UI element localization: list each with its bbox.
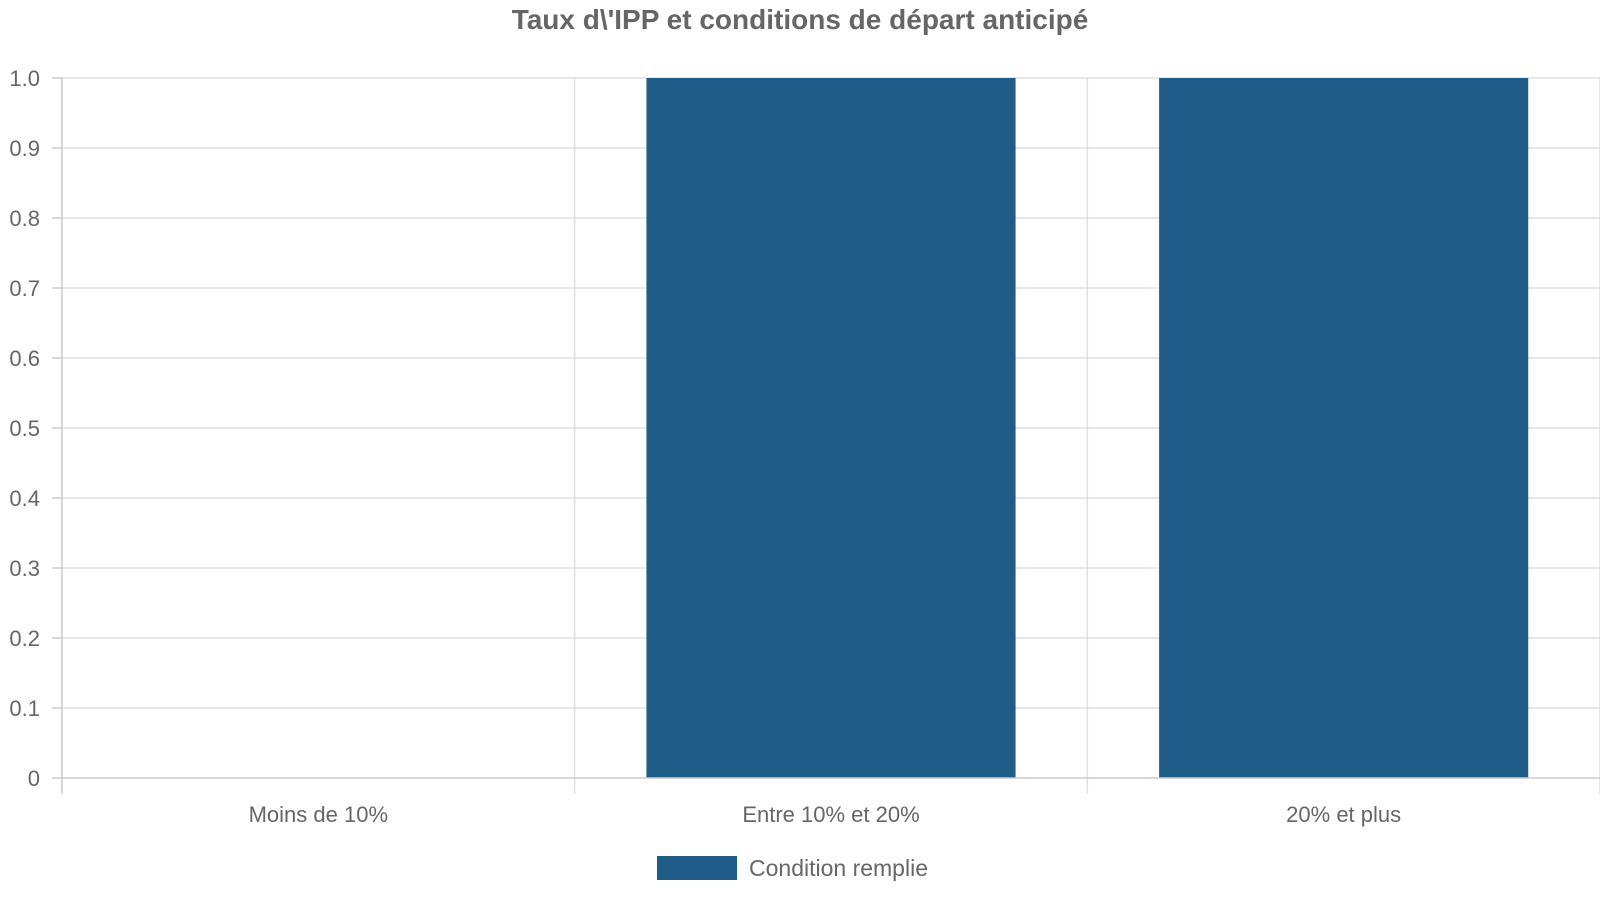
legend-swatch[interactable] xyxy=(657,856,737,880)
chart-title: Taux d\'IPP et conditions de départ anti… xyxy=(512,4,1089,35)
y-tick-label: 0 xyxy=(28,766,40,791)
bars xyxy=(646,78,1529,778)
y-tick-label: 0.7 xyxy=(9,276,40,301)
y-tick-label: 0.3 xyxy=(9,556,40,581)
y-tick-label: 0.2 xyxy=(9,626,40,651)
legend[interactable]: Condition remplie xyxy=(657,855,928,881)
x-tick-label: 20% et plus xyxy=(1286,802,1401,827)
y-tick-label: 1.0 xyxy=(9,66,40,91)
y-tick-label: 0.6 xyxy=(9,346,40,371)
y-axis: 0 0.1 0.2 0.3 0.4 0.5 0.6 0.7 0.8 0.9 1.0 xyxy=(9,66,62,791)
y-tick-label: 0.9 xyxy=(9,136,40,161)
x-tick-label: Moins de 10% xyxy=(249,802,388,827)
y-tick-label: 0.8 xyxy=(9,206,40,231)
y-tick-label: 0.4 xyxy=(9,486,40,511)
x-tick-label: Entre 10% et 20% xyxy=(742,802,919,827)
bar-3[interactable] xyxy=(1159,78,1529,778)
legend-label[interactable]: Condition remplie xyxy=(749,855,928,881)
y-tick-label: 0.1 xyxy=(9,696,40,721)
y-tick-label: 0.5 xyxy=(9,416,40,441)
bar-2[interactable] xyxy=(646,78,1016,778)
x-axis: Moins de 10% Entre 10% et 20% 20% et plus xyxy=(62,777,1600,827)
